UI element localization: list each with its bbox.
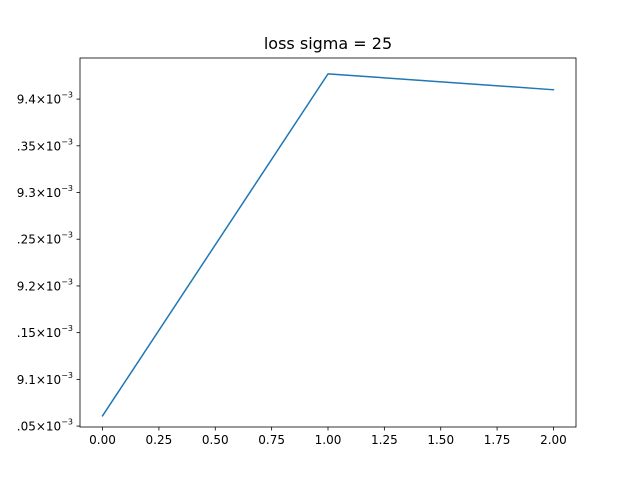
- x-tick-label: 1.75: [484, 433, 511, 447]
- y-tick-mantissa: 9.4×10: [17, 93, 61, 107]
- y-tick-label: .35×10−3: [17, 137, 73, 153]
- x-tick-label: 0.75: [258, 433, 285, 447]
- y-tick-mantissa: .15×10: [17, 326, 61, 340]
- y-tick-exponent: −3: [61, 184, 73, 193]
- y-tick-exponent: −3: [61, 91, 73, 100]
- y-tick-label: .15×10−3: [17, 324, 73, 340]
- y-tick-exponent: −3: [61, 324, 73, 333]
- y-tick-exponent: −3: [61, 418, 73, 427]
- y-tick-exponent: −3: [61, 371, 73, 380]
- chart-title: loss sigma = 25: [264, 34, 392, 53]
- series-line: [101, 73, 555, 417]
- y-tick-label: 9.4×10−3: [17, 91, 73, 107]
- y-tick-label: .05×10−3: [17, 418, 73, 434]
- y-tick-mantissa: 9.3×10: [17, 186, 61, 200]
- y-axis-ticks: .05×10−39.1×10−3.15×10−39.2×10−3.25×10−3…: [17, 91, 80, 434]
- x-tick-label: 1.00: [315, 433, 342, 447]
- y-tick-label: 9.1×10−3: [17, 371, 73, 387]
- x-tick-label: 0.00: [89, 433, 116, 447]
- x-tick-label: 2.00: [540, 433, 567, 447]
- y-tick-mantissa: 9.1×10: [17, 373, 61, 387]
- y-tick-exponent: −3: [61, 137, 73, 146]
- axes-frame: [79, 57, 577, 428]
- plot-series: [101, 73, 555, 417]
- x-tick-label: 0.50: [202, 433, 229, 447]
- y-tick-exponent: −3: [61, 231, 73, 240]
- y-tick-label: 9.3×10−3: [17, 184, 73, 200]
- x-axis-ticks: 0.00 0.25 0.50 0.75 1.00 1.25 1.50 1.75 2.00: [89, 427, 567, 447]
- y-tick-mantissa: 9.2×10: [17, 279, 61, 293]
- y-tick-mantissa: .25×10: [17, 233, 61, 247]
- y-tick-mantissa: .05×10: [17, 420, 61, 434]
- y-tick-label: 9.2×10−3: [17, 277, 73, 293]
- y-tick-mantissa: .35×10: [17, 139, 61, 153]
- x-tick-label: 1.50: [427, 433, 454, 447]
- x-tick-label: 1.25: [371, 433, 398, 447]
- y-tick-label: .25×10−3: [17, 231, 73, 247]
- x-tick-label: 0.25: [146, 433, 173, 447]
- y-tick-exponent: −3: [61, 277, 73, 286]
